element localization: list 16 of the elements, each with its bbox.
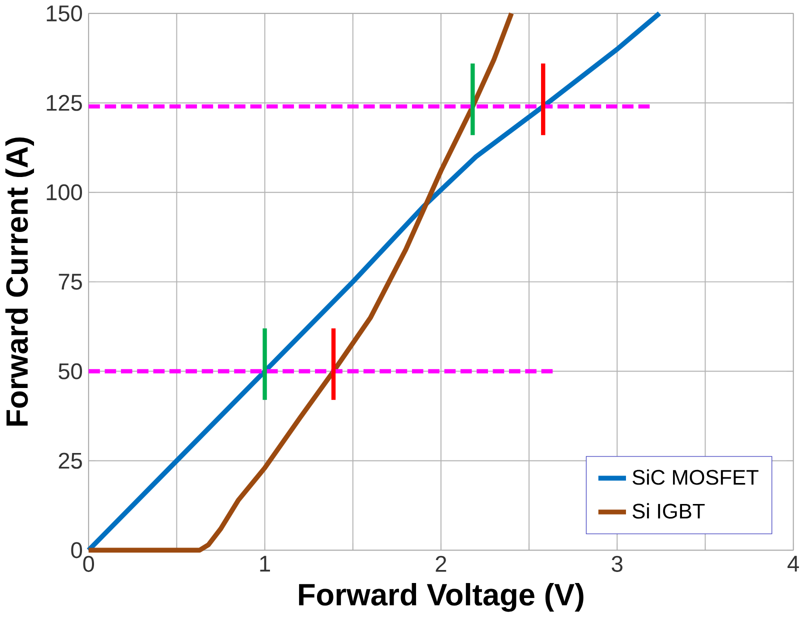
x-tick-label: 4 (788, 556, 799, 572)
y-tick-label: 150 (46, 5, 82, 22)
y-tick-label: 125 (46, 94, 82, 111)
y-tick-label: 75 (58, 274, 82, 290)
y-tick-label: 50 (58, 363, 82, 380)
y-tick-label: 25 (58, 452, 82, 469)
y-tick-label: 0 (71, 542, 82, 558)
x-tick-label: 2 (436, 556, 446, 572)
x-tick-label: 3 (612, 556, 622, 572)
x-axis-title: Forward Voltage (V) (299, 582, 584, 612)
legend-label: Si IGBT (632, 503, 705, 519)
y-axis-title: Forward Current (A) (5, 137, 34, 426)
x-tick-label: 0 (83, 556, 94, 572)
y-tick-label: 100 (46, 184, 82, 200)
legend-label: SiC MOSFET (632, 469, 758, 485)
x-tick-label: 1 (260, 556, 270, 572)
